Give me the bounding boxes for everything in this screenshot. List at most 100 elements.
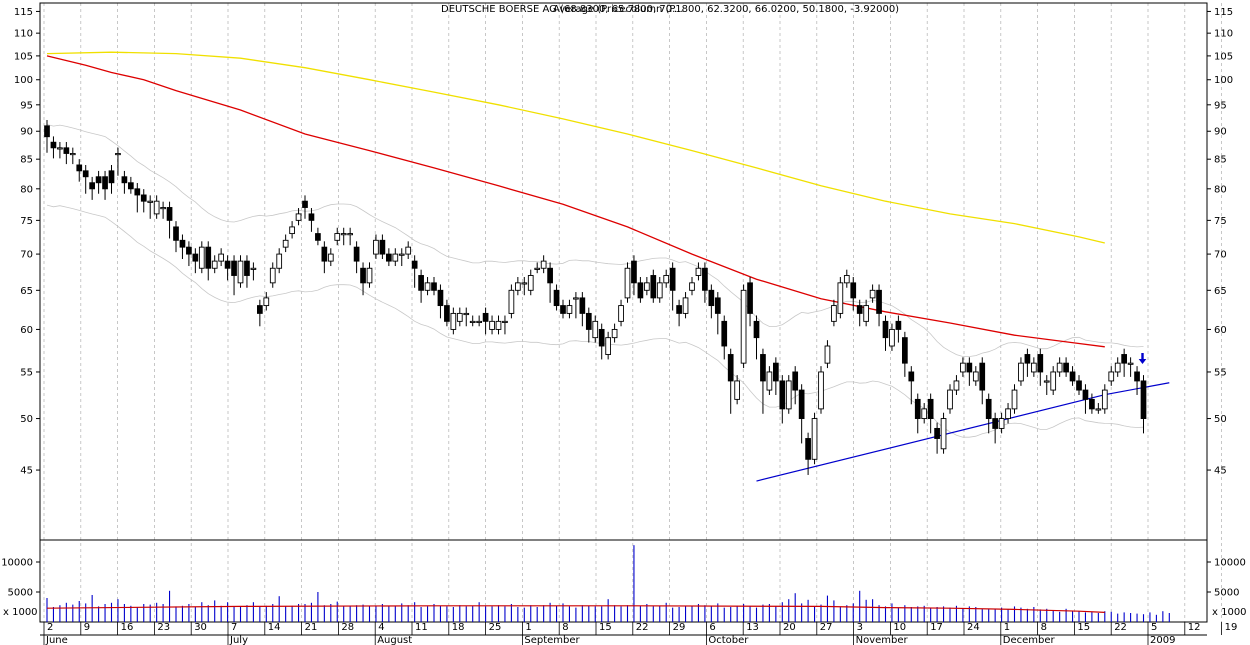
candle [392,248,399,267]
candle [1101,384,1108,414]
candle-body [876,289,882,314]
price-label-left: 115 [14,7,33,18]
candle-body [334,233,341,241]
candle-body [837,282,844,314]
candle-body [179,239,186,248]
price-label-right: 55 [1214,367,1227,378]
candle-body [263,297,270,307]
candle-body [1018,362,1024,382]
candle [998,412,1005,434]
candle-body [302,200,308,208]
candle [315,227,321,246]
candle-body [347,233,354,236]
candle [153,195,160,219]
candle [889,323,895,351]
candle [82,164,89,194]
candle-body [1063,362,1069,373]
candle [1089,393,1095,414]
candle [76,159,83,182]
candle [89,176,96,200]
candle-body [927,398,934,420]
candle [147,195,154,219]
candle-body [392,253,399,262]
moving-averages [46,51,1105,348]
candle-body [624,267,631,299]
candle-body [734,380,741,400]
price-label-right: 100 [1214,75,1233,86]
candle [863,299,870,327]
date-label: 9 [84,622,90,633]
price-label-right: 75 [1214,216,1227,227]
price-label-left: 45 [20,466,33,477]
candle [521,277,528,296]
candle [418,269,424,303]
candle [63,141,70,165]
candle [1095,403,1102,414]
candle [714,292,721,335]
candle [876,284,882,327]
candle-body [115,153,121,156]
candle [405,241,412,259]
candle [811,412,818,465]
fast-moving-average [46,55,1105,348]
candle-body [618,305,624,322]
candle [824,340,831,369]
candle [837,277,844,319]
candle [734,375,741,405]
candle-body [153,200,160,215]
candle-body [411,260,418,269]
date-label: 8 [1041,622,1047,633]
candle [979,357,986,405]
candle-body [1095,408,1102,411]
candle-body [1043,380,1050,383]
candle-body [147,200,154,203]
candle [398,248,405,267]
candle-body [947,389,953,410]
candle [540,255,547,274]
candle [102,170,108,200]
candle [766,366,773,395]
candle-body [889,328,895,347]
candle [224,255,231,281]
candle-body [766,371,773,391]
date-label: 3 [857,622,863,633]
candle [708,284,715,319]
candle [740,284,747,369]
candle [508,284,515,319]
candle-body [869,289,876,299]
price-label-left: 90 [20,127,33,138]
candle-body [940,418,947,450]
candle [44,120,50,153]
candle [263,292,270,311]
candle [1076,375,1082,395]
candle-body [966,362,973,373]
price-label-left: 55 [20,367,33,378]
candle [360,262,366,296]
candle [456,307,463,327]
candle [1024,348,1031,377]
candle [689,277,695,296]
candle-body [173,226,179,241]
candle-body [418,275,424,291]
date-label: 30 [194,622,207,633]
date-label: 27 [820,622,833,633]
candle-body [953,380,960,391]
candle-body [482,312,489,322]
candle-body [908,371,915,382]
month-label: October [708,635,749,645]
candle-body [850,282,857,299]
candle [1082,384,1089,414]
candle [805,432,811,475]
candle-body [831,305,837,322]
candle [882,315,889,351]
candle [747,277,753,327]
candle [695,262,702,281]
candle [650,269,657,303]
candle [682,292,689,319]
candle-body [566,305,573,314]
candle [379,234,386,259]
candle-body [121,176,128,184]
signal-marker [1138,353,1147,364]
price-label-left: 105 [14,51,33,62]
grid-lines [43,3,1222,622]
